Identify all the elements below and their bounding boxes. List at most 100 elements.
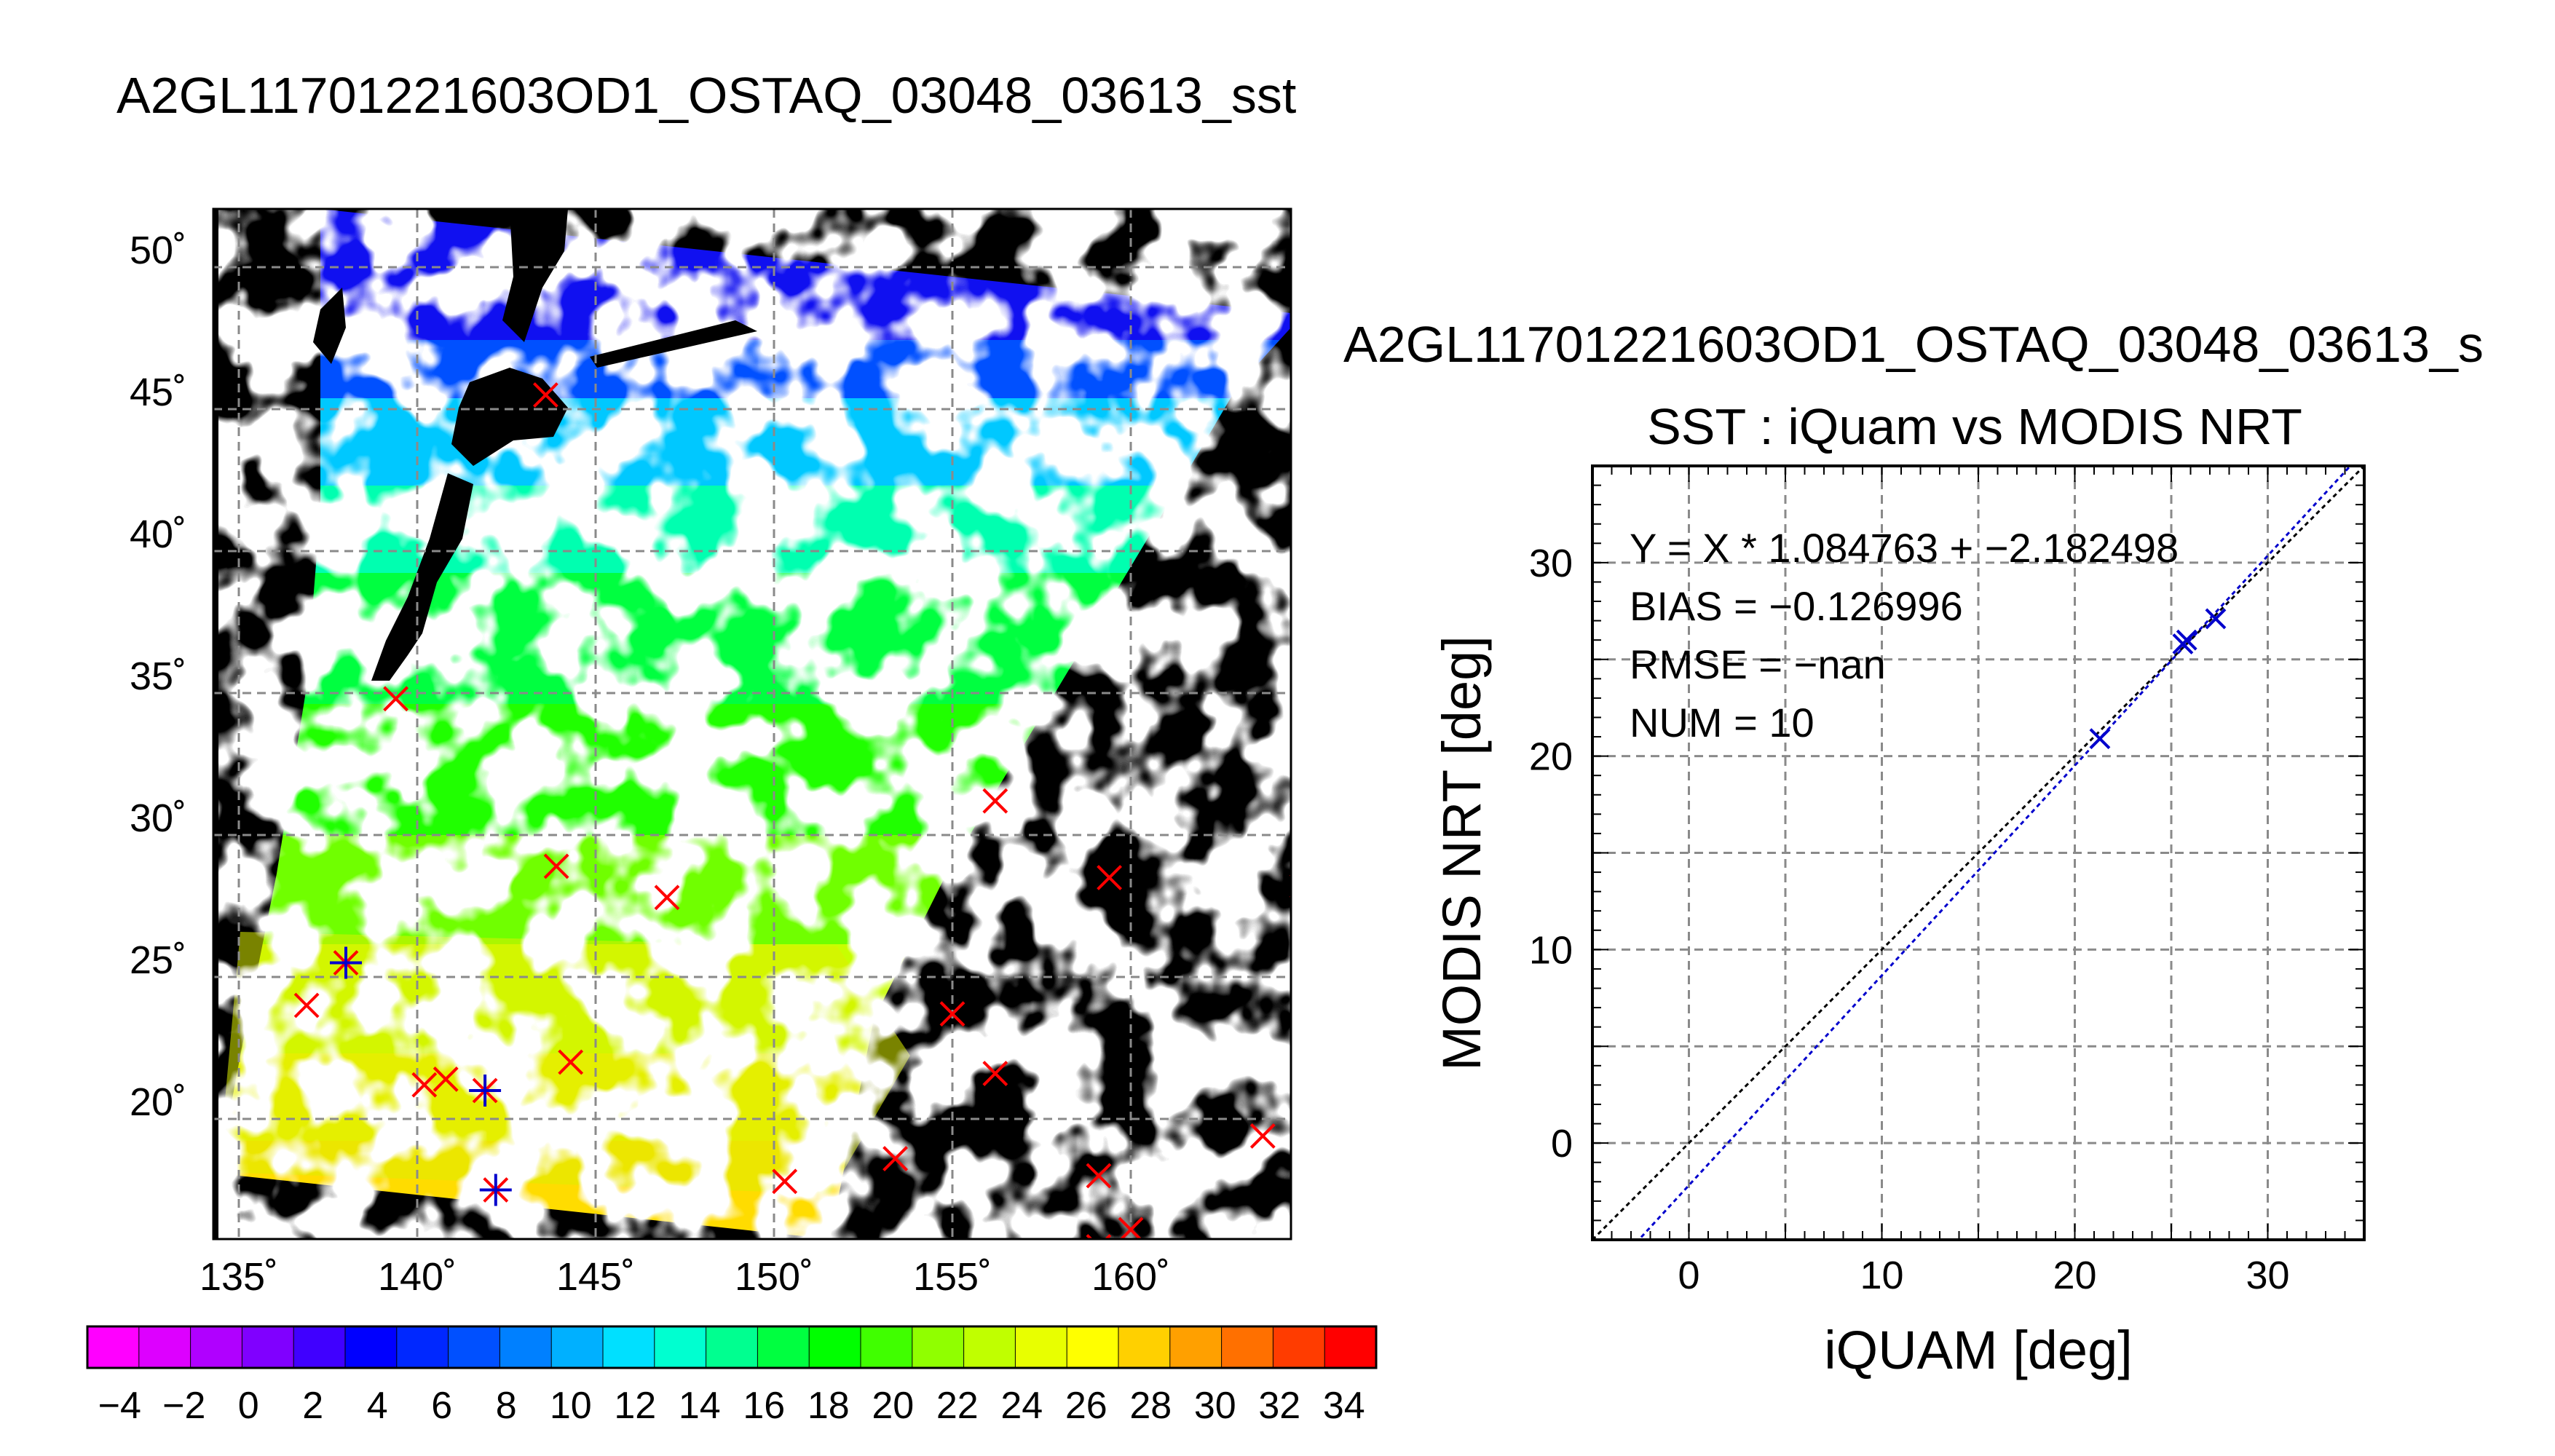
iquam-marker: [1118, 1216, 1144, 1239]
colorbar-cell: [138, 1326, 191, 1369]
y-tick-label: 20: [1529, 735, 1573, 779]
iquam-marker: [293, 992, 320, 1018]
colorbar-tick-label: −4: [98, 1385, 141, 1427]
marker-stroke: [383, 686, 409, 712]
colorbar-cell: [706, 1326, 759, 1369]
colorbar-cell: [1014, 1326, 1068, 1369]
scatter-point: [2205, 608, 2227, 630]
scatter-title: A2GL11701221603OD1_OSTAQ_03048_03613_s: [1343, 316, 2484, 373]
land-hokkaido: [451, 368, 568, 466]
colorbar-cell: [241, 1326, 295, 1369]
lon-tick-label: 135˚: [200, 1255, 278, 1299]
colorbar-cells: [87, 1326, 1377, 1369]
iquam-marker: [532, 382, 558, 408]
x-tick-label: 30: [2246, 1254, 2289, 1297]
map-plot: [212, 207, 1292, 1241]
scatter-x-ticks: 0 10 20 30: [1678, 1254, 2289, 1297]
scatter-point: [2089, 728, 2111, 750]
colorbar-frame: [86, 1325, 1378, 1369]
iquam-marker: [543, 853, 569, 879]
match-marker: [330, 946, 362, 979]
lon-tick-label: 160˚: [1091, 1255, 1170, 1299]
colorbar-tick-label: 14: [679, 1385, 721, 1427]
map-grid: [213, 209, 1291, 1239]
land-honshu: [371, 473, 473, 681]
lat-tick-label: 45˚: [130, 371, 186, 414]
marker-stroke: [939, 1001, 965, 1027]
iquam-marker: [1249, 1123, 1276, 1149]
marker-stroke: [1289, 895, 1291, 898]
scatter-frame: [1591, 464, 2366, 1241]
iquam-marker: [1289, 874, 1291, 898]
cloud-mask: [218, 209, 1291, 1239]
marker-stroke: [654, 885, 680, 911]
map-markers: [293, 382, 1291, 1239]
colorbar-tick-label: 6: [431, 1385, 452, 1427]
iquam-marker: [654, 885, 680, 911]
marker-stroke: [532, 382, 558, 408]
colorbar-cell: [1169, 1326, 1223, 1369]
colorbar-tick-label: 10: [550, 1385, 592, 1427]
iquam-marker: [1086, 1163, 1112, 1189]
marker-stroke: [558, 1049, 584, 1075]
lat-tick-label: 50˚: [130, 229, 186, 272]
colorbar-tick-label: 20: [872, 1385, 914, 1427]
lon-tick-label: 140˚: [378, 1255, 457, 1299]
lat-tick-label: 25˚: [130, 938, 186, 982]
scatter-point: [2176, 629, 2197, 651]
colorbar-cell: [1324, 1326, 1377, 1369]
marker-stroke: [433, 1066, 459, 1092]
iquam-marker: [772, 1168, 798, 1195]
fit-line: [1637, 466, 2352, 1240]
colorbar-tick-label: 12: [614, 1385, 656, 1427]
colorbar-labels: −4 −2 0 2 4 6 8 10 12 14 16 18 20 22 24 26 28 30 32 34: [98, 1385, 1365, 1427]
lat-tick-label: 35˚: [130, 654, 186, 698]
colorbar-tick-label: 24: [1000, 1385, 1043, 1427]
marker-stroke: [882, 1146, 909, 1172]
colorbar-tick-label: −2: [162, 1385, 205, 1427]
marker-stroke: [543, 853, 569, 879]
marker-stroke: [411, 1072, 438, 1098]
lat-tick-label: 20˚: [130, 1080, 186, 1124]
marker-stroke: [982, 788, 1008, 814]
lon-tick-label: 150˚: [735, 1255, 813, 1299]
colorbar-tick-label: 28: [1129, 1385, 1172, 1427]
colorbar-cell: [757, 1326, 810, 1369]
y-tick-label: 30: [1529, 542, 1573, 585]
map-title: A2GL11701221603OD1_OSTAQ_03048_03613_sst: [117, 67, 1296, 124]
iquam-marker: [411, 1072, 438, 1098]
lat-tick-label: 30˚: [130, 796, 186, 840]
scatter-grid: [1592, 466, 2364, 1240]
colorbar-cell: [1118, 1326, 1171, 1369]
rmse-value: RMSE = −nan: [1630, 641, 1886, 687]
iquam-marker: [982, 788, 1008, 814]
colorbar-cell: [1221, 1326, 1274, 1369]
num-value: NUM = 10: [1630, 700, 1814, 745]
land-kuril-chain: [590, 320, 757, 368]
colorbar-cell: [912, 1326, 965, 1369]
iquam-marker: [433, 1066, 459, 1092]
map-lon-ticks: 135˚ 140˚ 145˚ 150˚ 155˚ 160˚: [200, 1255, 1170, 1299]
iquam-marker: [558, 1049, 584, 1075]
point-stroke: [2089, 728, 2111, 750]
lat-tick-label: 40˚: [130, 513, 186, 556]
colorbar-tick-label: 34: [1323, 1385, 1365, 1427]
colorbar-cell: [448, 1326, 501, 1369]
land-kuril: [313, 288, 346, 364]
colorbar-tick-label: 22: [936, 1385, 979, 1427]
x-tick-label: 0: [1678, 1254, 1699, 1297]
iquam-marker: [939, 1001, 965, 1027]
match-marker: [479, 1174, 512, 1206]
point-stroke: [2205, 608, 2227, 630]
colorbar-tick-label: 30: [1194, 1385, 1236, 1427]
colorbar-cell: [808, 1326, 861, 1369]
iquam-marker: [383, 686, 409, 712]
colorbar-cell: [344, 1326, 398, 1369]
bias-value: BIAS = −0.126996: [1630, 583, 1963, 629]
map-frame: [212, 207, 1292, 1241]
colorbar-tick-label: 0: [238, 1385, 259, 1427]
land-sakhalin: [502, 209, 568, 342]
colorbar-cell: [1272, 1326, 1326, 1369]
match-marker: [469, 1075, 502, 1107]
colorbar-cell: [963, 1326, 1016, 1369]
